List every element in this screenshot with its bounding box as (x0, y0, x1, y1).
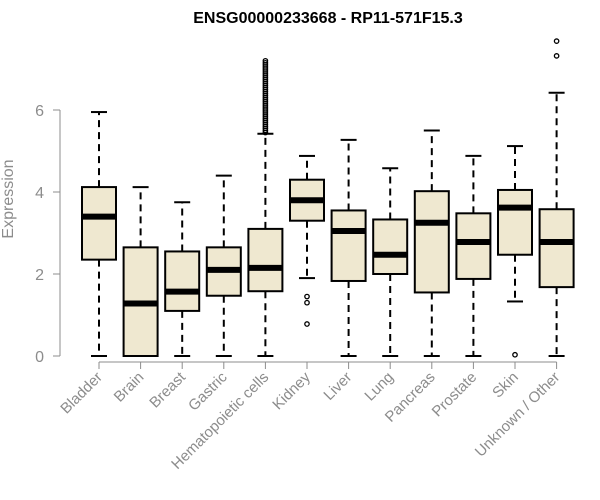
outlier-point (304, 321, 310, 327)
y-tick-label: 4 (35, 185, 44, 202)
box-brain (122, 186, 159, 358)
outlier-point (304, 299, 310, 306)
box-iqr (330, 209, 367, 282)
box-lung (372, 167, 409, 357)
x-tick-label: Liver (320, 369, 355, 404)
outlier-point (553, 53, 560, 59)
box-pancreas (413, 129, 450, 357)
box-hematopoietic-cells (247, 57, 284, 357)
y-tick-label: 6 (35, 103, 44, 120)
box-breast (164, 201, 201, 357)
box-prostate (455, 154, 492, 357)
y-axis-label: Expression (0, 159, 17, 238)
chart-title: ENSG00000233668 - RP11-571F15.3 (193, 10, 463, 27)
outlier-point (553, 38, 560, 44)
x-tick-label: Breast (146, 368, 189, 411)
box-kidney (289, 154, 325, 327)
box-iqr (247, 227, 284, 293)
box-bladder (81, 111, 117, 357)
x-tick-label: Kidney (269, 368, 314, 413)
box-iqr (413, 190, 450, 294)
box-iqr (497, 188, 533, 256)
box-liver (330, 138, 367, 357)
x-tick-label: Lung (361, 369, 397, 405)
x-tick-label: Skin (489, 369, 522, 402)
box-series (81, 38, 575, 358)
x-tick-label: Prostate (429, 369, 481, 421)
box-gastric (205, 174, 242, 357)
box-iqr (372, 218, 409, 275)
outlier-point (304, 293, 310, 300)
outlier-point (512, 351, 518, 358)
x-tick-label: Brain (111, 369, 148, 406)
box-iqr (455, 212, 492, 280)
box-unknown-other (538, 38, 575, 357)
x-tick-label: Bladder (57, 369, 106, 418)
y-tick-label: 2 (35, 267, 44, 284)
box-skin (497, 145, 533, 358)
box-iqr (164, 250, 201, 312)
box-iqr (538, 208, 575, 289)
y-tick-label: 0 (35, 349, 44, 366)
box-iqr (81, 186, 117, 261)
outlier-point (262, 57, 269, 64)
outlier-point (262, 59, 269, 66)
y-axis: 0 2 4 6 (35, 103, 61, 366)
